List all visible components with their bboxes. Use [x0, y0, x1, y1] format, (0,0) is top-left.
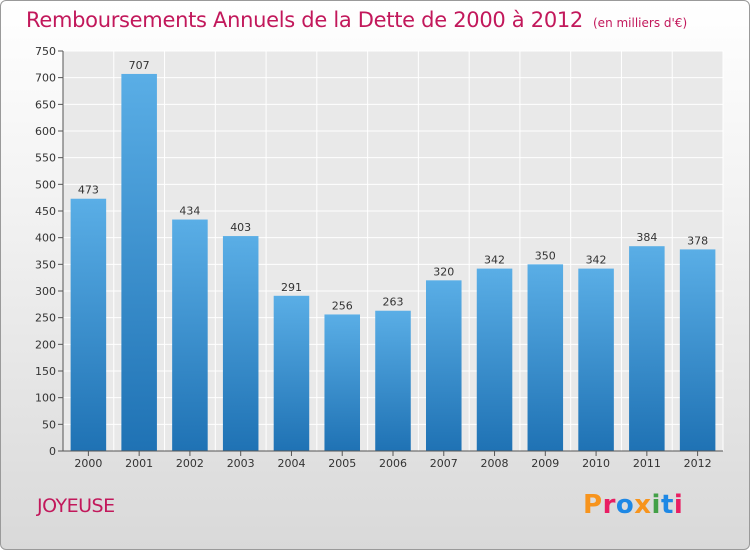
bar-2010	[578, 268, 614, 451]
bar-2002	[172, 219, 208, 451]
data-label-2012: 378	[687, 234, 708, 247]
data-label-2000: 473	[78, 184, 99, 197]
data-label-2002: 434	[179, 205, 200, 218]
axes	[58, 50, 723, 456]
x-tick-label: 2010	[582, 457, 610, 470]
x-tick-label: 2007	[430, 457, 458, 470]
data-label-2009: 350	[535, 249, 556, 262]
y-tick-label: 50	[42, 418, 56, 431]
bar-2011	[629, 246, 665, 451]
chart-title-text: Remboursements Annuels de la Dette de 20…	[26, 8, 583, 32]
y-tick-label: 150	[35, 365, 56, 378]
data-label-2006: 263	[383, 296, 404, 309]
y-tick-label: 700	[35, 72, 56, 85]
data-label-2011: 384	[636, 231, 657, 244]
y-tick-label: 500	[35, 178, 56, 191]
y-tick-label: 600	[35, 125, 56, 138]
bar-2005	[324, 314, 360, 451]
y-tick-label: 550	[35, 152, 56, 165]
bar-2007	[426, 280, 462, 451]
bar-2012	[679, 249, 716, 451]
data-label-2010: 342	[586, 254, 607, 267]
y-tick-label: 400	[35, 232, 56, 245]
x-tick-label: 2003	[227, 457, 255, 470]
bar-2004	[273, 295, 310, 451]
proxiti-logo: Proxiti	[583, 490, 683, 520]
y-tick-label: 350	[35, 258, 56, 271]
data-label-2004: 291	[281, 281, 302, 294]
x-tick-label: 2006	[379, 457, 407, 470]
x-tick-label: 2004	[277, 457, 305, 470]
x-tick-label: 2002	[176, 457, 204, 470]
chart-title: Remboursements Annuels de la Dette de 20…	[26, 8, 687, 32]
location-name: JOYEUSE	[37, 495, 115, 517]
y-tick-label: 650	[35, 98, 56, 111]
data-label-2003: 403	[230, 221, 251, 234]
x-tick-label: 2005	[328, 457, 356, 470]
y-tick-label: 750	[35, 45, 56, 58]
data-label-2008: 342	[484, 254, 505, 267]
bar-2006	[375, 310, 411, 451]
data-label-2001: 707	[129, 59, 150, 72]
bar-2003	[222, 236, 259, 451]
y-tick-label: 200	[35, 338, 56, 351]
chart-unit: (en milliers d'€)	[593, 16, 688, 30]
y-tick-label: 100	[35, 392, 56, 405]
x-tick-label: 2008	[481, 457, 509, 470]
x-tick-label: 2011	[633, 457, 661, 470]
labels: 0 50 100 150 200 250 300 350 400 450 500 550 600 650 7…	[35, 45, 712, 470]
data-label-2005: 256	[332, 299, 353, 312]
x-tick-label: 2000	[74, 457, 102, 470]
bars	[70, 73, 716, 451]
bar-2000	[70, 198, 107, 451]
logo-text: Proxiti	[583, 490, 684, 520]
data-label-2007: 320	[433, 265, 454, 278]
x-tick-label: 2001	[125, 457, 153, 470]
bar-2008	[476, 268, 513, 451]
x-tick-label: 2012	[684, 457, 712, 470]
y-tick-label: 450	[35, 205, 56, 218]
bar-2009	[527, 264, 564, 451]
y-tick-label: 250	[35, 312, 56, 325]
y-tick-label: 300	[35, 285, 56, 298]
x-tick-label: 2009	[531, 457, 559, 470]
y-tick-label: 0	[49, 445, 56, 458]
bar-2001	[121, 73, 157, 451]
